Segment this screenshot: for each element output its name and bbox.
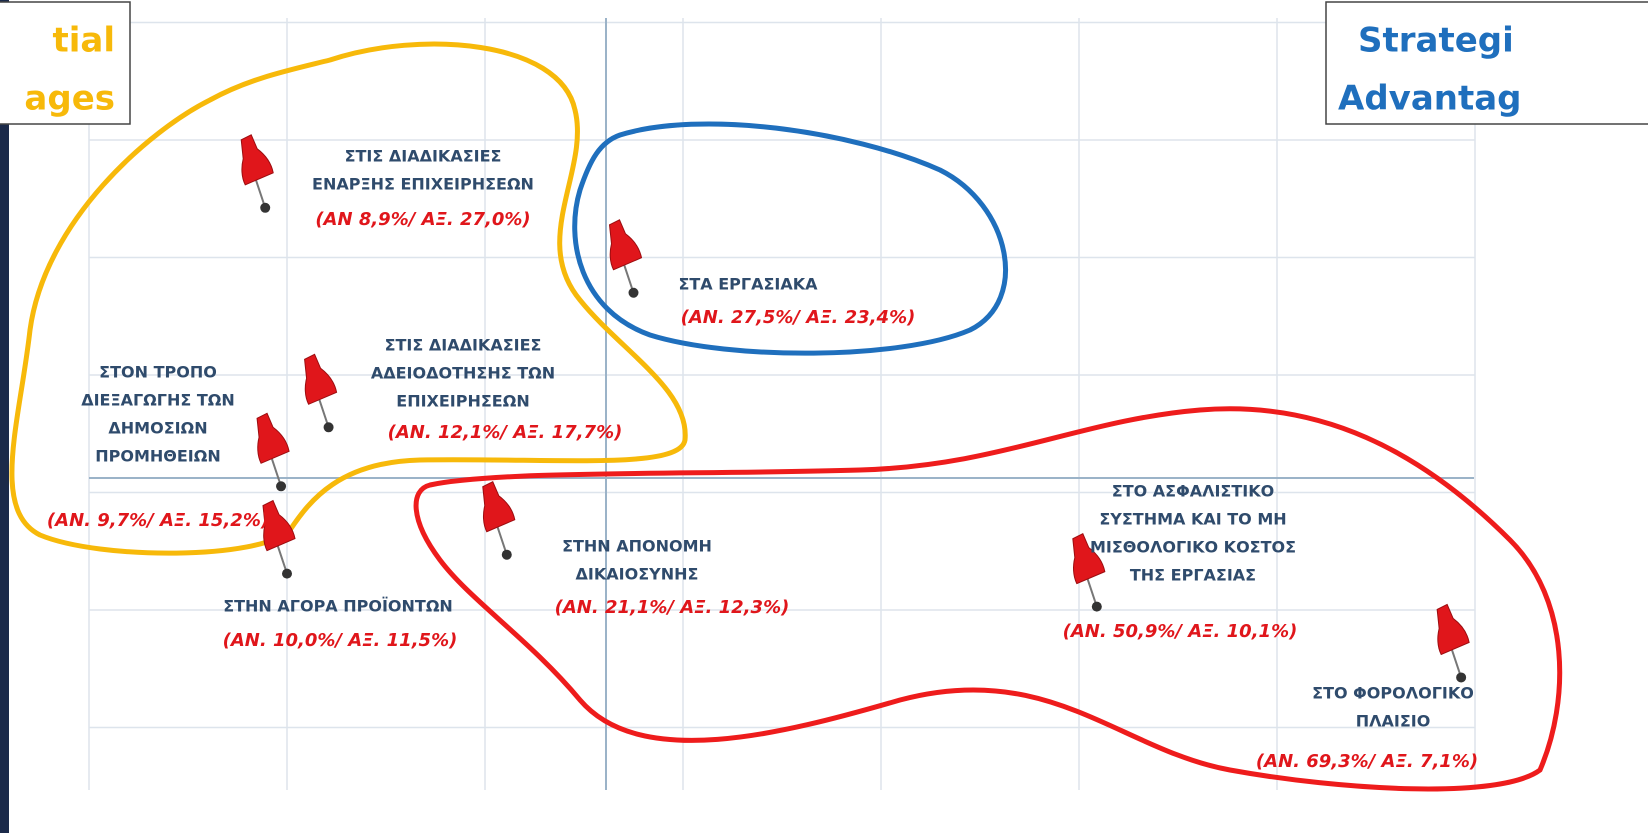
value-label: (ΑΝ. 21,1%/ ΑΞ. 12,3%) (555, 597, 790, 618)
corner-text: Strategi (1358, 21, 1514, 61)
point-label: ΣΤΙΣ ΔΙΑΔΙΚΑΣΙΕΣ (345, 147, 502, 166)
value-label: (ΑΝ. 27,5%/ ΑΞ. 23,4%) (681, 307, 916, 328)
corner-text: Advantag (1338, 79, 1522, 119)
pin-tip (324, 422, 334, 432)
point-label: ΣΤΙΣ ΔΙΑΔΙΚΑΣΙΕΣ (385, 336, 542, 355)
pin-tip (282, 569, 292, 579)
point-label: ΜΙΣΘΟΛΟΓΙΚΟ ΚΟΣΤΟΣ (1090, 538, 1296, 557)
value-label: (ΑΝ. 69,3%/ ΑΞ. 7,1%) (1256, 751, 1478, 772)
pin-tip (502, 550, 512, 560)
point-label: ΑΔΕΙΟΔΟΤΗΣΗΣ ΤΩΝ (371, 364, 555, 383)
value-label: (ΑΝ. 10,0%/ ΑΞ. 11,5%) (223, 630, 458, 651)
point-label: ΣΤΗΝ ΑΠΟΝΟΜΗ (562, 537, 712, 556)
value-label: (ΑΝ 8,9%/ ΑΞ. 27,0%) (315, 209, 530, 230)
pin-tip (1456, 672, 1466, 682)
point-label: ΕΠΙΧΕΙΡΗΣΕΩΝ (396, 392, 529, 411)
value-label: (ΑΝ. 50,9%/ ΑΞ. 10,1%) (1063, 621, 1298, 642)
value-label: (ΑΝ. 9,7%/ ΑΞ. 15,2%) (47, 510, 269, 531)
point-label: ΔΗΜΟΣΙΩΝ (108, 419, 207, 438)
pin-tip (276, 481, 286, 491)
point-label: ΣΤΟΝ ΤΡΟΠΟ (99, 363, 217, 382)
point-label: ΔΙΕΞΑΓΩΓΗΣ ΤΩΝ (81, 391, 235, 410)
point-label: ΤΗΣ ΕΡΓΑΣΙΑΣ (1130, 566, 1256, 585)
point-label: ΣΤΟ ΑΣΦΑΛΙΣΤΙΚΟ (1112, 482, 1274, 501)
point-label: ΣΤΗΝ ΑΓΟΡΑ ΠΡΟΪΟΝΤΩΝ (223, 597, 453, 616)
point-label: ΕΝΑΡΞΗΣ ΕΠΙΧΕΙΡΗΣΕΩΝ (312, 175, 534, 194)
corner-text: ages (24, 79, 115, 119)
point-label: ΔΙΚΑΙΟΣΥΝΗΣ (576, 565, 699, 584)
point-label: ΣΤΟ ΦΟΡΟΛΟΓΙΚΟ (1312, 684, 1474, 703)
pin-tip (1092, 602, 1102, 612)
pin-tip (260, 203, 270, 213)
background (0, 0, 1648, 833)
pin-tip (629, 288, 639, 298)
point-label: ΠΛΑΙΣΙΟ (1356, 712, 1431, 731)
point-label: ΣΥΣΤΗΜΑ ΚΑΙ ΤΟ ΜΗ (1099, 510, 1286, 529)
point-label: ΠΡΟΜΗΘΕΙΩΝ (95, 447, 221, 466)
corner-text: tial (52, 21, 115, 61)
value-label: (ΑΝ. 12,1%/ ΑΞ. 17,7%) (388, 422, 623, 443)
point-label: ΣΤΑ ΕΡΓΑΣΙΑΚΑ (678, 275, 818, 294)
chart: tial ages Strategi Advantag ΣΤΙΣ ΔΙΑΔΙΚΑ… (0, 0, 1648, 833)
left-stripe (0, 0, 9, 833)
